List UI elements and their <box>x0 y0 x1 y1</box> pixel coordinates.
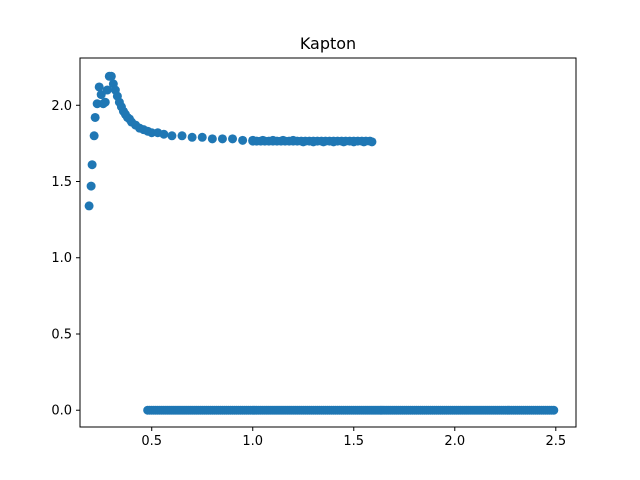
data-point <box>159 129 169 139</box>
data-point <box>106 71 116 81</box>
data-point <box>197 132 207 142</box>
data-point <box>89 131 99 141</box>
data-point <box>228 134 238 144</box>
x-tick-label: 2.0 <box>444 434 465 449</box>
x-tick-label: 1.5 <box>343 434 364 449</box>
x-tick-label: 2.5 <box>545 434 566 449</box>
x-tick-label: 1.0 <box>242 434 263 449</box>
data-point <box>177 131 187 141</box>
data-point <box>365 136 375 146</box>
data-point <box>238 135 248 145</box>
data-point <box>187 132 197 142</box>
data-point <box>549 405 559 415</box>
y-tick-label: 1.0 <box>51 251 72 266</box>
data-point <box>167 131 177 141</box>
data-point <box>87 160 97 170</box>
y-tick-label: 2.0 <box>51 99 72 114</box>
plot-area <box>84 71 559 415</box>
y-tick-label: 1.5 <box>51 175 72 190</box>
y-tick-label: 0.0 <box>51 404 72 419</box>
data-point <box>86 181 96 191</box>
data-point <box>207 134 217 144</box>
y-tick-label: 0.5 <box>51 327 72 342</box>
data-point <box>217 134 227 144</box>
chart-title: Kapton <box>300 34 356 53</box>
y-axis: 0.0 0.5 1.0 1.5 2.0 <box>51 99 80 419</box>
data-point <box>90 112 100 122</box>
x-tick-label: 0.5 <box>141 434 162 449</box>
axes-frame <box>79 57 577 428</box>
data-point <box>102 85 112 95</box>
data-point <box>84 201 94 211</box>
x-axis: 0.5 1.0 1.5 2.0 2.5 <box>141 427 566 449</box>
data-point <box>100 97 110 107</box>
data-point <box>94 82 104 92</box>
